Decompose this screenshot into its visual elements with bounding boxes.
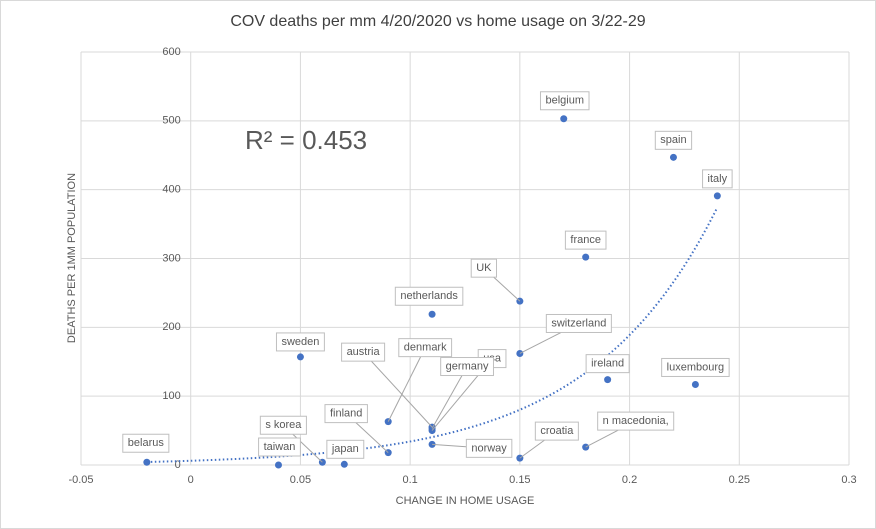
point-label: croatia	[540, 425, 574, 437]
point-label: japan	[331, 443, 359, 455]
point-label: belarus	[128, 437, 165, 449]
point	[582, 253, 590, 261]
point-label: ireland	[591, 358, 624, 370]
r-squared: R² = 0.453	[245, 125, 367, 155]
x-tick-label: 0	[188, 474, 194, 486]
label-box	[702, 169, 733, 189]
label-box	[661, 357, 730, 377]
point-label: taiwan	[264, 441, 296, 453]
point-label: finland	[330, 408, 362, 420]
label-box	[465, 438, 513, 458]
point	[143, 458, 151, 466]
label-box	[398, 338, 453, 358]
label-box	[564, 230, 607, 250]
point-label: spain	[660, 134, 686, 146]
point	[274, 461, 282, 469]
label-box	[326, 439, 365, 459]
y-tick-label: 0	[175, 459, 181, 471]
point-label: germany	[446, 360, 489, 372]
label-box	[585, 354, 630, 374]
x-tick-label: -0.05	[68, 474, 93, 486]
point	[428, 310, 436, 318]
label-box	[341, 342, 386, 362]
x-tick-label: 0.05	[290, 474, 311, 486]
label-box	[122, 433, 170, 453]
point	[560, 115, 568, 123]
point-label: netherlands	[400, 290, 458, 302]
point-label: s korea	[265, 419, 302, 431]
y-tick-label: 300	[162, 252, 180, 264]
label-box	[534, 421, 579, 441]
label-box	[597, 411, 675, 431]
point	[340, 460, 348, 468]
leader-line	[362, 351, 433, 428]
x-tick-label: 0.3	[841, 474, 856, 486]
y-tick-label: 200	[162, 321, 180, 333]
label-box	[654, 130, 693, 150]
point	[713, 192, 721, 200]
label-box	[324, 404, 368, 424]
point-label: luxembourg	[667, 361, 724, 373]
y-axis-title: DEATHS PER 1MM POPULATION	[66, 173, 78, 343]
point-label: n macedonia,	[603, 415, 669, 427]
y-tick-label: 400	[162, 184, 180, 196]
point-label: belgium	[545, 95, 584, 107]
point	[296, 353, 304, 361]
label-box	[539, 91, 590, 111]
label-box	[258, 437, 301, 457]
label-box	[275, 332, 325, 352]
label-box	[394, 286, 464, 306]
x-axis-title: CHANGE IN HOME USAGE	[396, 495, 535, 507]
x-tick-label: 0.25	[729, 474, 750, 486]
x-tick-label: 0.2	[622, 474, 637, 486]
label-box	[440, 357, 494, 377]
point-label: denmark	[404, 342, 447, 354]
chart-title: COV deaths per mm 4/20/2020 vs home usag…	[230, 13, 645, 30]
label-box	[259, 415, 307, 435]
x-tick-label: 0.1	[402, 474, 417, 486]
leader-line	[431, 366, 468, 429]
point-label: UK	[476, 262, 492, 274]
y-tick-label: 500	[162, 115, 180, 127]
point	[604, 376, 612, 384]
point-label: sweden	[281, 336, 319, 348]
x-tick-label: 0.15	[509, 474, 530, 486]
point-label: france	[570, 234, 601, 246]
point	[669, 153, 677, 161]
label-box	[545, 313, 612, 333]
point-label: austria	[347, 346, 381, 358]
point-label: norway	[471, 442, 507, 454]
leader-line	[387, 347, 426, 422]
label-box	[470, 258, 497, 278]
point-label: italy	[708, 173, 728, 185]
y-tick-label: 100	[162, 390, 180, 402]
point-label: switzerland	[551, 317, 606, 329]
point	[691, 380, 699, 388]
y-tick-label: 600	[162, 46, 180, 58]
